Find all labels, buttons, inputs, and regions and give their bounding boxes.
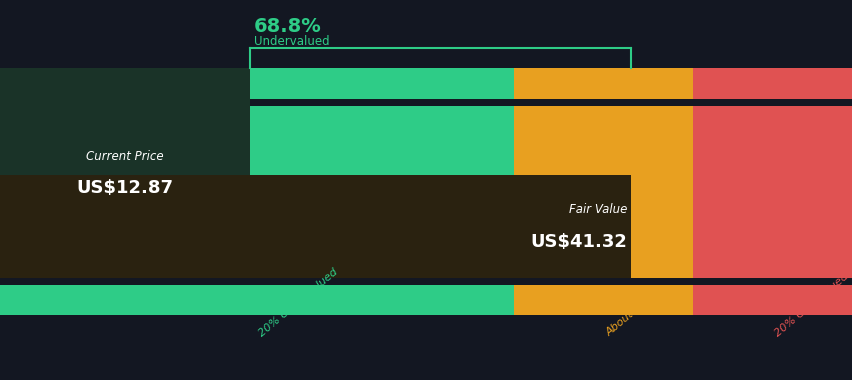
- Bar: [0, 68, 514, 99]
- Text: US$41.32: US$41.32: [529, 233, 626, 250]
- Text: Undervalued: Undervalued: [254, 35, 330, 48]
- Text: About Right: About Right: [603, 288, 660, 338]
- Bar: [0, 175, 630, 278]
- Bar: [693, 68, 852, 99]
- Bar: [0, 285, 514, 315]
- Text: Fair Value: Fair Value: [568, 203, 626, 216]
- Bar: [693, 106, 852, 278]
- Bar: [0, 68, 250, 278]
- Text: US$12.87: US$12.87: [77, 179, 173, 198]
- Bar: [514, 106, 693, 278]
- Bar: [514, 68, 693, 99]
- Bar: [693, 285, 852, 315]
- Text: 20% Overvalued: 20% Overvalued: [772, 271, 849, 338]
- Bar: [0, 106, 514, 278]
- Text: Current Price: Current Price: [86, 150, 164, 163]
- Bar: [514, 285, 693, 315]
- Text: 68.8%: 68.8%: [254, 17, 321, 36]
- Text: 20% Undervalued: 20% Undervalued: [257, 266, 340, 338]
